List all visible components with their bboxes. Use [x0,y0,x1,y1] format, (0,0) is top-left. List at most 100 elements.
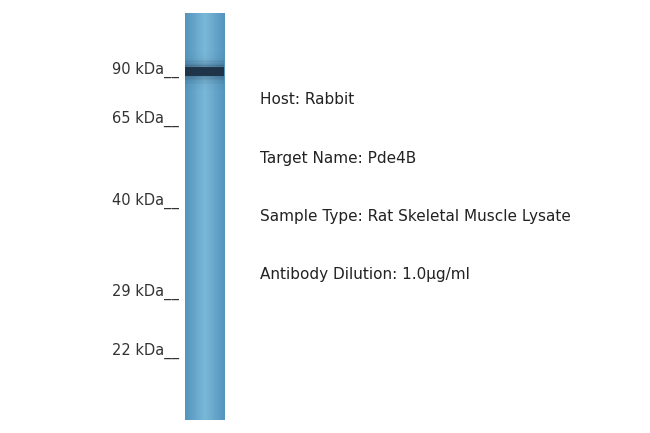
Bar [206,13,207,420]
Bar [218,13,220,420]
Bar [185,76,224,79]
Bar [185,74,224,78]
Bar [213,13,214,420]
Bar [204,13,205,420]
Bar [209,13,210,420]
Bar [220,13,222,420]
Text: 40 kDa__: 40 kDa__ [112,193,179,210]
Bar [185,61,224,65]
Bar [219,13,220,420]
Bar [185,60,224,63]
Bar [185,85,224,88]
Bar [202,13,203,420]
Bar [185,56,224,59]
Text: Host: Rabbit: Host: Rabbit [260,92,354,107]
Bar [218,13,219,420]
Bar [187,13,188,420]
Bar [185,54,224,56]
Bar [185,67,224,76]
Bar [212,13,213,420]
Bar [186,13,187,420]
Bar [194,13,195,420]
Bar [203,13,204,420]
Bar [185,71,224,74]
Bar [217,13,218,420]
Bar [193,13,194,420]
Bar [185,59,224,62]
Bar [211,13,212,420]
Bar [219,13,220,420]
Bar [189,13,190,420]
Text: 29 kDa__: 29 kDa__ [112,284,179,301]
Bar [220,13,221,420]
Bar [185,63,224,66]
Bar [190,13,192,420]
Bar [207,13,209,420]
Bar [221,13,222,420]
Bar [185,68,224,71]
Text: Sample Type: Rat Skeletal Muscle Lysate: Sample Type: Rat Skeletal Muscle Lysate [260,209,571,224]
Text: 90 kDa__: 90 kDa__ [112,62,179,78]
Bar [185,77,224,80]
Bar [211,13,212,420]
Text: Antibody Dilution: 1.0µg/ml: Antibody Dilution: 1.0µg/ml [260,268,470,282]
Text: Target Name: Pde4B: Target Name: Pde4B [260,151,416,165]
Bar [213,13,215,420]
Bar [224,13,225,420]
Bar [185,51,224,54]
Bar [207,13,208,420]
Bar [185,64,224,67]
Bar [185,52,224,55]
Bar [192,13,193,420]
Bar [191,13,192,420]
Bar [223,13,224,420]
Bar [195,13,196,420]
Bar [211,13,213,420]
Bar [188,13,190,420]
Bar [185,84,224,87]
Bar [213,13,214,420]
Bar [185,87,224,89]
Bar [185,89,224,92]
Bar [196,13,197,420]
Bar [200,13,201,420]
Bar [185,80,224,83]
Bar [217,13,218,420]
Bar [185,13,187,420]
Bar [192,13,194,420]
Bar [208,13,209,420]
Text: 65 kDa__: 65 kDa__ [112,111,179,127]
Bar [222,13,224,420]
Bar [200,13,202,420]
Bar [185,67,224,70]
Bar [186,13,187,420]
Bar [209,13,211,420]
Bar [201,13,202,420]
Bar [205,13,206,420]
Bar [185,65,224,68]
Bar [185,72,224,75]
Bar [204,13,205,420]
Bar [215,13,216,420]
Bar [207,13,208,420]
Bar [185,78,224,81]
Bar [198,13,199,420]
Bar [185,81,224,84]
Bar [185,58,224,60]
Bar [185,55,224,58]
Bar [215,13,216,420]
Bar [209,13,210,420]
Bar [216,13,217,420]
Bar [222,13,223,420]
Bar [205,13,207,420]
Bar [196,13,198,420]
Bar [202,13,203,420]
Bar [214,13,216,420]
Bar [190,13,191,420]
Bar [185,73,224,76]
Bar [221,13,222,420]
Bar [216,13,218,420]
Bar [197,13,198,420]
Text: 22 kDa__: 22 kDa__ [112,343,179,359]
Bar [185,88,224,90]
